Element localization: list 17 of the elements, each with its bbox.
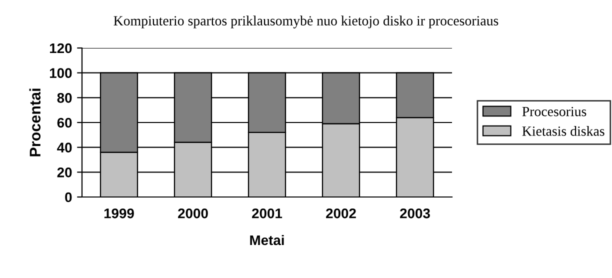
y-tick-label: 40: [57, 142, 72, 153]
y-axis-title: Procentai: [29, 88, 41, 156]
y-tick-label: 0: [65, 192, 72, 202]
x-axis-title: Metai: [250, 234, 284, 246]
x-tick-label: 2003: [400, 208, 430, 218]
legend-label: Procesorius: [522, 106, 586, 116]
y-tick-label: 80: [57, 93, 72, 103]
x-tick-label: 1999: [104, 208, 134, 218]
chart-title: Kompiuterio spartos priklausomybė nuo kietojo disko ir procesoriaus: [114, 16, 498, 28]
x-tick-label: 2001: [252, 208, 282, 218]
legend-label: Kietasis diskas: [522, 126, 604, 136]
x-tick-label: 2000: [178, 208, 208, 218]
y-tick-label: 60: [57, 118, 72, 128]
y-tick-label: 100: [50, 68, 72, 78]
y-tick-label: 120: [50, 43, 72, 54]
y-tick-label: 20: [57, 168, 72, 178]
x-tick-label: 2002: [326, 208, 356, 218]
